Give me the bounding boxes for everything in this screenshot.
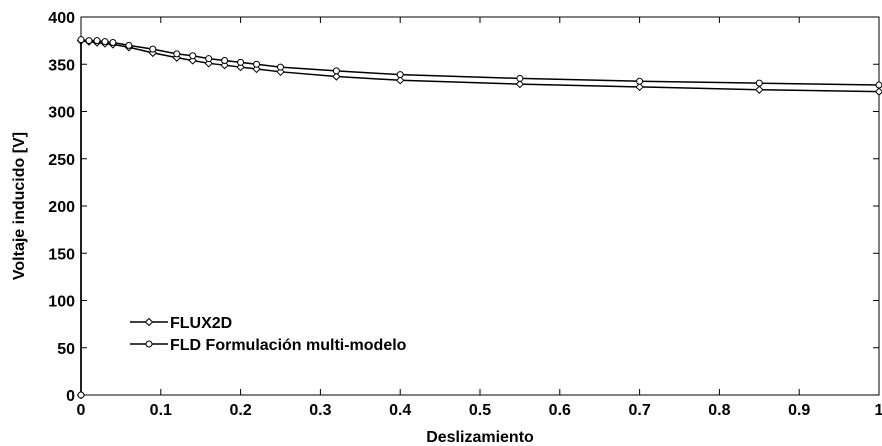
x-tick-label: 0.2 xyxy=(229,402,251,419)
data-point xyxy=(101,38,109,46)
x-tick-label: 0.5 xyxy=(469,402,491,419)
x-tick-label: 0.1 xyxy=(150,402,172,419)
data-point xyxy=(516,74,524,82)
y-tick-label: 250 xyxy=(48,152,75,169)
x-tick-label: 0 xyxy=(77,402,86,419)
data-point xyxy=(395,76,405,85)
x-axis-label: Deslizamiento xyxy=(426,429,534,446)
y-tick-label: 100 xyxy=(48,294,75,311)
data-point xyxy=(755,79,763,87)
legend-marker-fld xyxy=(145,340,153,348)
series-layer xyxy=(76,36,882,400)
data-point xyxy=(332,67,340,75)
legend-label-flux2d: FLUX2D xyxy=(170,315,232,332)
data-point xyxy=(149,45,157,53)
data-point xyxy=(237,58,245,66)
data-point xyxy=(332,72,341,81)
data-point xyxy=(635,82,644,92)
data-point xyxy=(109,39,117,47)
y-axis-label: Voltaje inducido [V] xyxy=(11,132,28,280)
data-point xyxy=(875,81,882,89)
data-point xyxy=(636,77,644,85)
series-fld xyxy=(77,36,882,399)
data-point xyxy=(253,60,261,68)
x-tick-label: 0.8 xyxy=(708,402,730,419)
x-tick-label: 1 xyxy=(875,402,882,419)
x-tick-label: 0.4 xyxy=(389,402,411,419)
y-tick-label: 150 xyxy=(48,246,75,263)
data-point xyxy=(173,50,181,58)
plot-area xyxy=(80,16,880,396)
data-point xyxy=(77,36,85,44)
y-tick-label: 300 xyxy=(48,105,75,122)
data-point xyxy=(189,52,197,60)
data-point xyxy=(515,79,525,89)
y-tick-label: 50 xyxy=(57,341,75,358)
data-point xyxy=(874,87,882,96)
x-tick-label: 0.6 xyxy=(549,402,571,419)
legend: FLUX2D FLD Formulación multi-modelo xyxy=(130,315,407,354)
legend-item-fld: FLD Formulación multi-modelo xyxy=(130,337,407,354)
legend-item-flux2d: FLUX2D xyxy=(130,315,232,332)
y-tick-label: 400 xyxy=(48,10,75,27)
data-point xyxy=(93,37,101,45)
legend-label-fld: FLD Formulación multi-modelo xyxy=(170,337,407,354)
legend-marker-flux2d xyxy=(144,317,154,327)
x-axis-ticks: 0 0.1 0.2 0.3 0.4 0.5 0.6 0.7 0.8 0.9 1 xyxy=(77,17,882,419)
data-point xyxy=(77,391,85,399)
data-point xyxy=(277,63,284,71)
data-point xyxy=(755,85,764,94)
x-tick-label: 0.7 xyxy=(628,402,650,419)
data-point xyxy=(396,71,404,79)
data-point xyxy=(221,56,229,64)
data-point xyxy=(205,55,213,63)
data-point xyxy=(85,37,93,45)
x-tick-label: 0.3 xyxy=(309,402,331,419)
y-tick-label: 0 xyxy=(66,388,75,405)
y-axis-ticks: 0 50 100 150 200 250 300 350 400 xyxy=(48,10,879,405)
data-point xyxy=(125,41,133,49)
y-tick-label: 200 xyxy=(48,199,75,216)
y-tick-label: 350 xyxy=(48,57,75,74)
x-tick-label: 0.9 xyxy=(788,402,810,419)
